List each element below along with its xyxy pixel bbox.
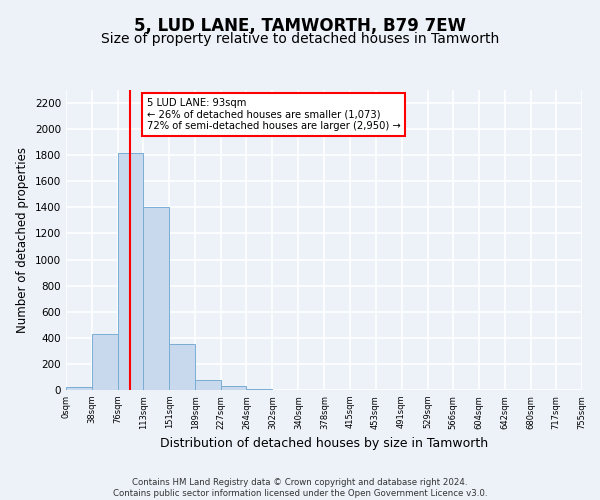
Bar — [169, 344, 195, 390]
Text: 5, LUD LANE, TAMWORTH, B79 7EW: 5, LUD LANE, TAMWORTH, B79 7EW — [134, 18, 466, 36]
Bar — [118, 152, 143, 390]
X-axis label: Distribution of detached houses by size in Tamworth: Distribution of detached houses by size … — [160, 437, 488, 450]
Bar — [143, 208, 169, 390]
Text: 5 LUD LANE: 93sqm
← 26% of detached houses are smaller (1,073)
72% of semi-detac: 5 LUD LANE: 93sqm ← 26% of detached hous… — [146, 98, 400, 131]
Text: Contains HM Land Registry data © Crown copyright and database right 2024.
Contai: Contains HM Land Registry data © Crown c… — [113, 478, 487, 498]
Bar — [66, 388, 92, 390]
Y-axis label: Number of detached properties: Number of detached properties — [16, 147, 29, 333]
Text: Size of property relative to detached houses in Tamworth: Size of property relative to detached ho… — [101, 32, 499, 46]
Bar — [195, 380, 221, 390]
Bar — [221, 386, 247, 390]
Bar — [92, 334, 118, 390]
